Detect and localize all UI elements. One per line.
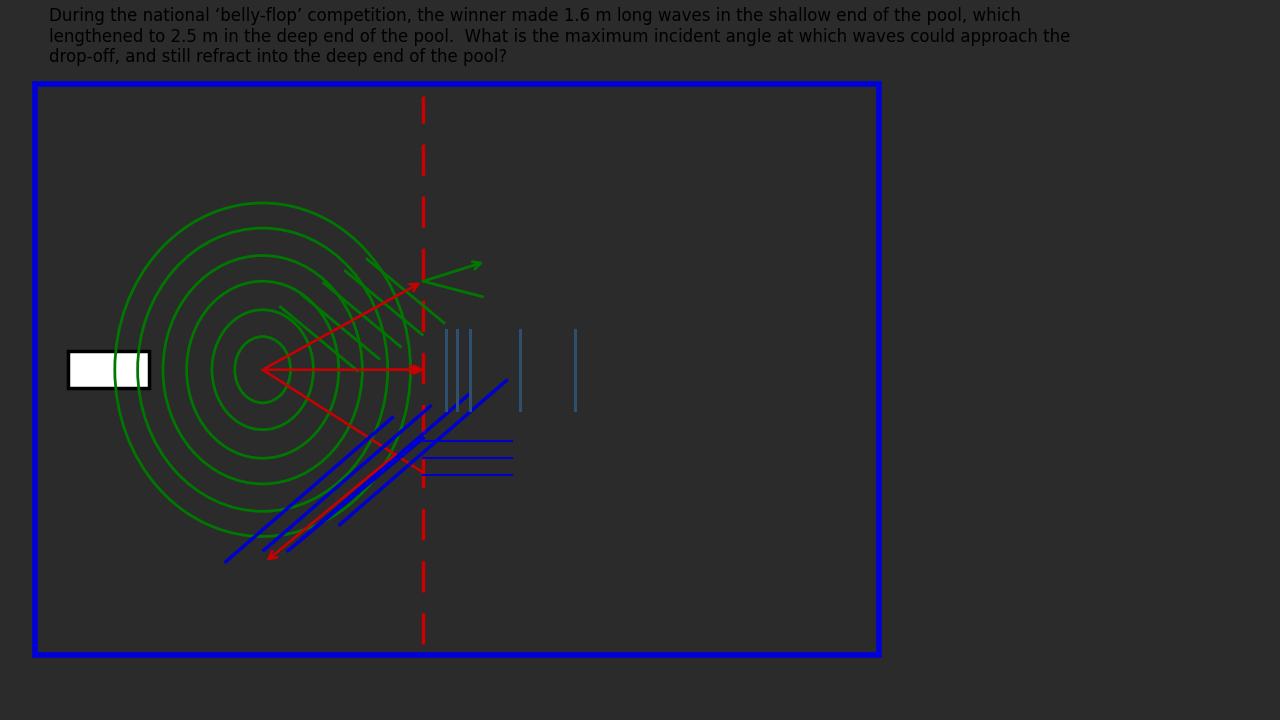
Bar	[68, 351, 148, 388]
Text: During the national ‘belly-flop’ competition, the winner made 1.6 m long waves i: During the national ‘belly-flop’ competi…	[49, 6, 1070, 66]
